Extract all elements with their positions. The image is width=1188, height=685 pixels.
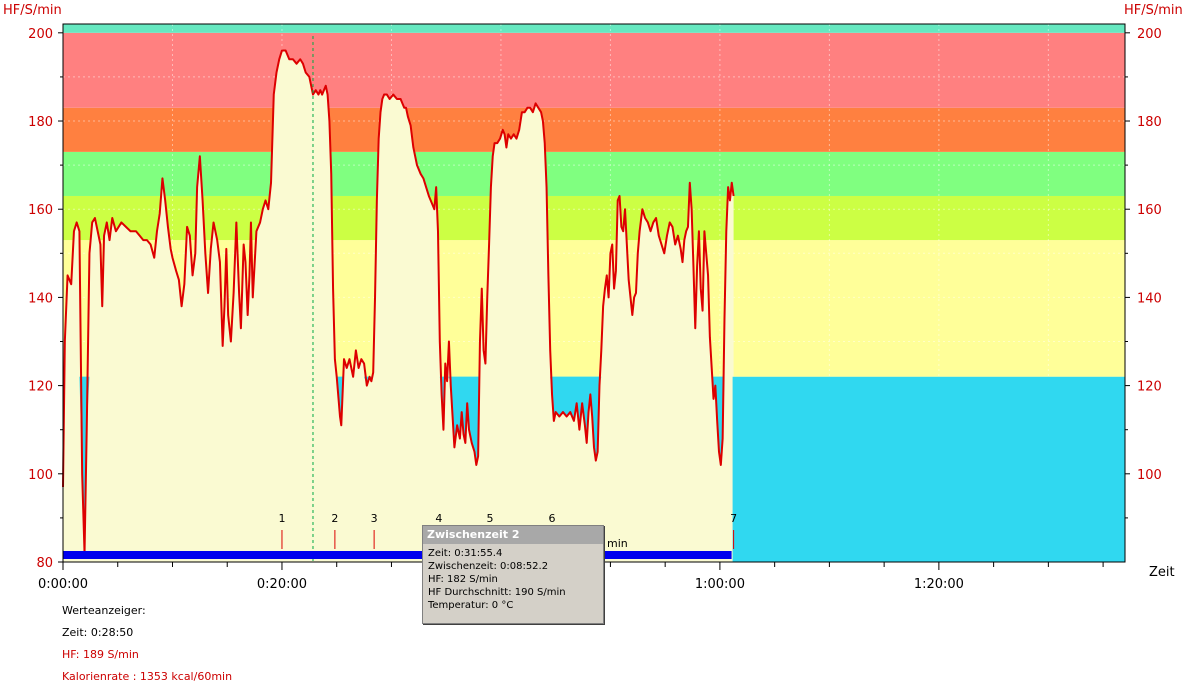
info-heart-rate: HF: 189 S/min [62, 648, 139, 661]
zone-band-5 [63, 32, 1125, 108]
y-axis-label-left: HF/S/min [3, 3, 62, 18]
tooltip-hr: HF: 182 S/min [428, 574, 498, 585]
lap-label: 6 [549, 512, 556, 525]
info-title: Werteanzeiger: [62, 604, 146, 617]
y-tick-label-right: 160 [1137, 203, 1162, 218]
x-tick-label: 1:20:00 [914, 577, 964, 592]
bottom-blue-bar [63, 551, 732, 559]
x-tick-label: 0:20:00 [257, 577, 307, 592]
y-tick-label-left: 200 [28, 27, 53, 42]
heart-rate-area [63, 50, 1125, 562]
lap-label: 4 [435, 512, 442, 525]
y-tick-label-right: 180 [1137, 115, 1162, 130]
zone-band-6 [63, 24, 1125, 33]
lap-label: 7 [730, 512, 737, 525]
zone-band-2 [63, 195, 1125, 241]
y-tick-label-right: 100 [1137, 468, 1162, 483]
y-tick-label-left: 120 [28, 380, 53, 395]
x-tick-label: 0:00:00 [38, 577, 88, 592]
heart-rate-series [62, 49, 735, 555]
y-tick-label-left: 100 [28, 468, 53, 483]
y-tick-label-left: 80 [36, 556, 53, 571]
y-tick-label-left: 160 [28, 203, 53, 218]
lap-tooltip: Zwischenzeit 2 Zeit: 0:31:55.4 Zwischenz… [422, 525, 604, 624]
lap-label: 2 [331, 512, 338, 525]
x-axis-label: Zeit [1149, 565, 1175, 580]
lap-label: 5 [486, 512, 493, 525]
zone-band-4 [63, 107, 1125, 152]
y-tick-label-right: 120 [1137, 380, 1162, 395]
x-tick-label: 1:00:00 [695, 577, 745, 592]
zone-band-3 [63, 151, 1125, 196]
lap-label: 1 [278, 512, 285, 525]
zone-partial-label: min [607, 537, 628, 550]
end-cyan-strip [732, 376, 1125, 562]
bottom-bar [63, 551, 732, 559]
tooltip-time: Zeit: 0:31:55.4 [428, 548, 503, 559]
info-time: Zeit: 0:28:50 [62, 626, 134, 639]
tooltip-temperature: Temperatur: 0 °C [428, 600, 514, 611]
tooltip-hr-average: HF Durchschnitt: 190 S/min [428, 587, 566, 598]
tooltip-title: Zwischenzeit 2 [423, 526, 603, 544]
axes: 80 100 120 140 160 180 200 100 120 140 160 180 200 0:… [28, 23, 1162, 592]
info-calorie-rate: Kalorienrate : 1353 kcal/60min [62, 670, 233, 683]
tooltip-split: Zwischenzeit: 0:08:52.2 [428, 561, 549, 572]
y-axis-label-right: HF/S/min [1124, 3, 1183, 18]
y-tick-label-right: 140 [1137, 291, 1162, 306]
hr-line [62, 49, 735, 555]
area-under-curve [63, 50, 734, 562]
y-tick-label-right: 200 [1137, 27, 1162, 42]
lap-label: 3 [371, 512, 378, 525]
y-tick-label-left: 140 [28, 291, 53, 306]
y-tick-label-left: 180 [28, 115, 53, 130]
